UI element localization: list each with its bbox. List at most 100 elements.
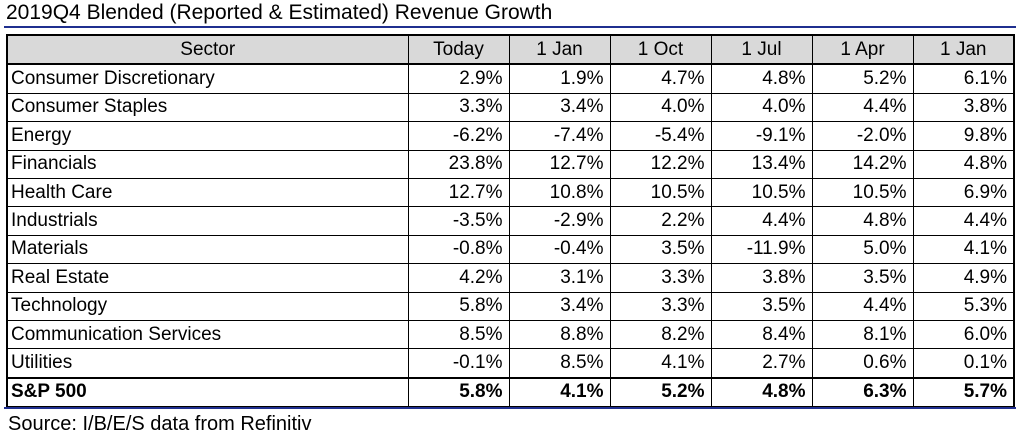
table-row: Consumer Staples 3.3% 3.4% 4.0% 4.0% 4.4% 3.8% (6, 92, 1015, 123)
total-cell-1-oct: 5.2% (609, 376, 712, 409)
cell-sector: Utilities (6, 348, 409, 379)
table-row: Energy -6.2% -7.4% -5.4% -9.1% -2.0% 9.8% (6, 121, 1015, 151)
total-cell-1-jul: 4.8% (710, 376, 813, 409)
cell-1-jan-prior: 6.0% (912, 319, 1015, 350)
table-row: Technology 5.8% 3.4% 3.3% 3.5% 4.4% 5.3% (6, 291, 1015, 321)
cell-1-apr: 5.2% (811, 63, 914, 94)
table-row: Real Estate 4.2% 3.1% 3.3% 3.8% 3.5% 4.9% (6, 263, 1015, 293)
cell-1-oct: 8.2% (609, 319, 712, 350)
cell-1-jan-prior: 4.4% (912, 206, 1015, 236)
cell-1-apr: 4.4% (811, 92, 914, 123)
cell-1-apr: 4.4% (811, 291, 914, 321)
table-row: Financials 23.8% 12.7% 12.2% 13.4% 14.2% 4.8% (6, 149, 1015, 179)
cell-1-oct: 4.7% (609, 63, 712, 94)
cell-1-oct: 3.5% (609, 234, 712, 265)
table-title: 2019Q4 Blended (Reported & Estimated) Re… (6, 1, 553, 24)
cell-1-jul: -11.9% (710, 234, 813, 265)
cell-sector: Industrials (6, 206, 409, 236)
header-today: Today (407, 33, 510, 66)
header-1-oct: 1 Oct (609, 33, 712, 66)
cell-today: 5.8% (407, 291, 510, 321)
total-cell-1-apr: 6.3% (811, 376, 914, 409)
cell-today: 23.8% (407, 149, 510, 179)
cell-1-oct: 3.3% (609, 291, 712, 321)
cell-1-oct: 4.0% (609, 92, 712, 123)
header-row: Sector Today 1 Jan 1 Oct 1 Jul 1 Apr 1 J… (6, 33, 1015, 66)
cell-today: -6.2% (407, 121, 510, 151)
cell-sector: Financials (6, 149, 409, 179)
total-cell-1-jan: 4.1% (508, 376, 611, 409)
cell-1-apr: 10.5% (811, 177, 914, 208)
top-rule (4, 26, 1016, 28)
cell-1-jan: 8.5% (508, 348, 611, 379)
cell-1-jul: 3.5% (710, 291, 813, 321)
cell-1-apr: -2.0% (811, 121, 914, 151)
cell-1-jul: 2.7% (710, 348, 813, 379)
source-note: Source: I/B/E/S data from Refinitiv (8, 413, 312, 435)
cell-today: 8.5% (407, 319, 510, 350)
cell-today: 12.7% (407, 177, 510, 208)
cell-1-jul: -9.1% (710, 121, 813, 151)
cell-1-apr: 3.5% (811, 263, 914, 293)
cell-sector: Energy (6, 121, 409, 151)
cell-1-apr: 5.0% (811, 234, 914, 265)
cell-1-jan-prior: 6.1% (912, 63, 1015, 94)
cell-1-apr: 0.6% (811, 348, 914, 379)
cell-1-jul: 8.4% (710, 319, 813, 350)
table-row: Consumer Discretionary 2.9% 1.9% 4.7% 4.8% 5.… (6, 63, 1015, 94)
cell-1-apr: 14.2% (811, 149, 914, 179)
table-row: Health Care 12.7% 10.8% 10.5% 10.5% 10.5% 6.9% (6, 177, 1015, 208)
cell-sector: Consumer Staples (6, 92, 409, 123)
revenue-growth-table: Sector Today 1 Jan 1 Oct 1 Jul 1 Apr 1 J… (6, 33, 1015, 409)
cell-1-jan-prior: 4.8% (912, 149, 1015, 179)
cell-1-jan: 3.4% (508, 291, 611, 321)
cell-1-jul: 4.4% (710, 206, 813, 236)
table-row: Utilities -0.1% 8.5% 4.1% 2.7% 0.6% 0.1% (6, 348, 1015, 379)
total-row: S&P 500 5.8% 4.1% 5.2% 4.8% 6.3% 5.7% (6, 376, 1015, 409)
cell-1-oct: 10.5% (609, 177, 712, 208)
cell-1-jan-prior: 6.9% (912, 177, 1015, 208)
cell-1-jan: 10.8% (508, 177, 611, 208)
header-1-jul: 1 Jul (710, 33, 813, 66)
cell-1-jul: 4.8% (710, 63, 813, 94)
cell-sector: Materials (6, 234, 409, 265)
cell-sector: Technology (6, 291, 409, 321)
cell-1-oct: -5.4% (609, 121, 712, 151)
cell-sector: Real Estate (6, 263, 409, 293)
cell-1-apr: 8.1% (811, 319, 914, 350)
cell-1-jan: 1.9% (508, 63, 611, 94)
cell-sector: Health Care (6, 177, 409, 208)
cell-1-jan-prior: 5.3% (912, 291, 1015, 321)
header-sector: Sector (6, 33, 409, 66)
table-row: Communication Services 8.5% 8.8% 8.2% 8.4% 8.… (6, 319, 1015, 350)
cell-1-jan-prior: 0.1% (912, 348, 1015, 379)
cell-today: -3.5% (407, 206, 510, 236)
cell-1-jan-prior: 4.9% (912, 263, 1015, 293)
cell-1-jul: 3.8% (710, 263, 813, 293)
cell-1-jan: 3.4% (508, 92, 611, 123)
cell-1-jan: 12.7% (508, 149, 611, 179)
total-cell-today: 5.8% (407, 376, 510, 409)
cell-1-jan-prior: 3.8% (912, 92, 1015, 123)
header-1-jan-prior: 1 Jan (912, 33, 1015, 66)
cell-today: -0.8% (407, 234, 510, 265)
cell-1-oct: 3.3% (609, 263, 712, 293)
cell-today: 4.2% (407, 263, 510, 293)
cell-1-jan: 3.1% (508, 263, 611, 293)
cell-today: 2.9% (407, 63, 510, 94)
table-row: Materials -0.8% -0.4% 3.5% -11.9% 5.0% 4.1% (6, 234, 1015, 265)
cell-1-apr: 4.8% (811, 206, 914, 236)
bottom-rule (4, 407, 1016, 409)
table-row: Industrials -3.5% -2.9% 2.2% 4.4% 4.8% 4.4% (6, 206, 1015, 236)
cell-1-jan-prior: 9.8% (912, 121, 1015, 151)
cell-1-jan: -2.9% (508, 206, 611, 236)
header-1-apr: 1 Apr (811, 33, 914, 66)
cell-1-jan: -7.4% (508, 121, 611, 151)
cell-1-oct: 4.1% (609, 348, 712, 379)
total-cell-sector: S&P 500 (6, 376, 409, 409)
cell-1-jan: -0.4% (508, 234, 611, 265)
cell-today: 3.3% (407, 92, 510, 123)
cell-1-jul: 10.5% (710, 177, 813, 208)
cell-1-oct: 2.2% (609, 206, 712, 236)
